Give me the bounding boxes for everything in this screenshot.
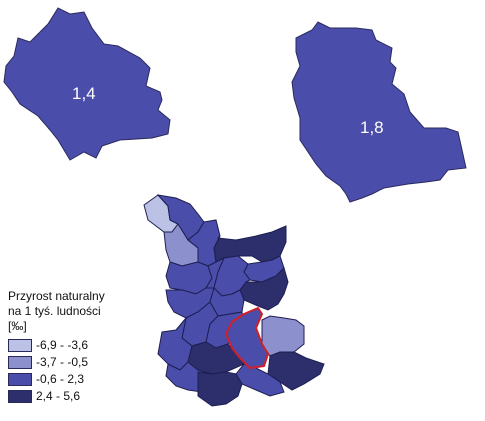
region-label-top-left: 1,4: [72, 84, 96, 103]
legend-label: -3,7 - -0,5: [36, 355, 89, 369]
highlighted-municipality-border: [225, 307, 269, 369]
legend-swatch: [8, 339, 32, 352]
legend-item: -3,7 - -0,5: [8, 354, 148, 371]
legend-swatch: [8, 373, 32, 386]
legend-label: 2,4 - 5,6: [36, 389, 81, 403]
legend-unit: [‰]: [8, 319, 27, 333]
map-legend: Przyrost naturalny na 1 tyś. ludności [‰…: [8, 289, 148, 405]
region-top-left: [3, 7, 171, 161]
municipality-21: [197, 371, 243, 407]
legend-label: -6,9 - -3,6: [36, 338, 89, 352]
region-top-right: [291, 21, 467, 203]
municipality-5: [213, 225, 287, 263]
legend-item: -0,6 - 2,3: [8, 371, 148, 388]
legend-swatch: [8, 356, 32, 369]
municipality-14: [261, 315, 305, 357]
region-label-top-right: 1,8: [360, 118, 384, 137]
legend-label: -0,6 - 2,3: [36, 372, 85, 386]
legend-swatch: [8, 390, 32, 403]
legend-item: -6,9 - -3,6: [8, 337, 148, 354]
legend-title: Przyrost naturalny na 1 tyś. ludności: [8, 289, 105, 318]
municipality-cluster: [143, 194, 325, 407]
legend-item: 2,4 - 5,6: [8, 388, 148, 405]
